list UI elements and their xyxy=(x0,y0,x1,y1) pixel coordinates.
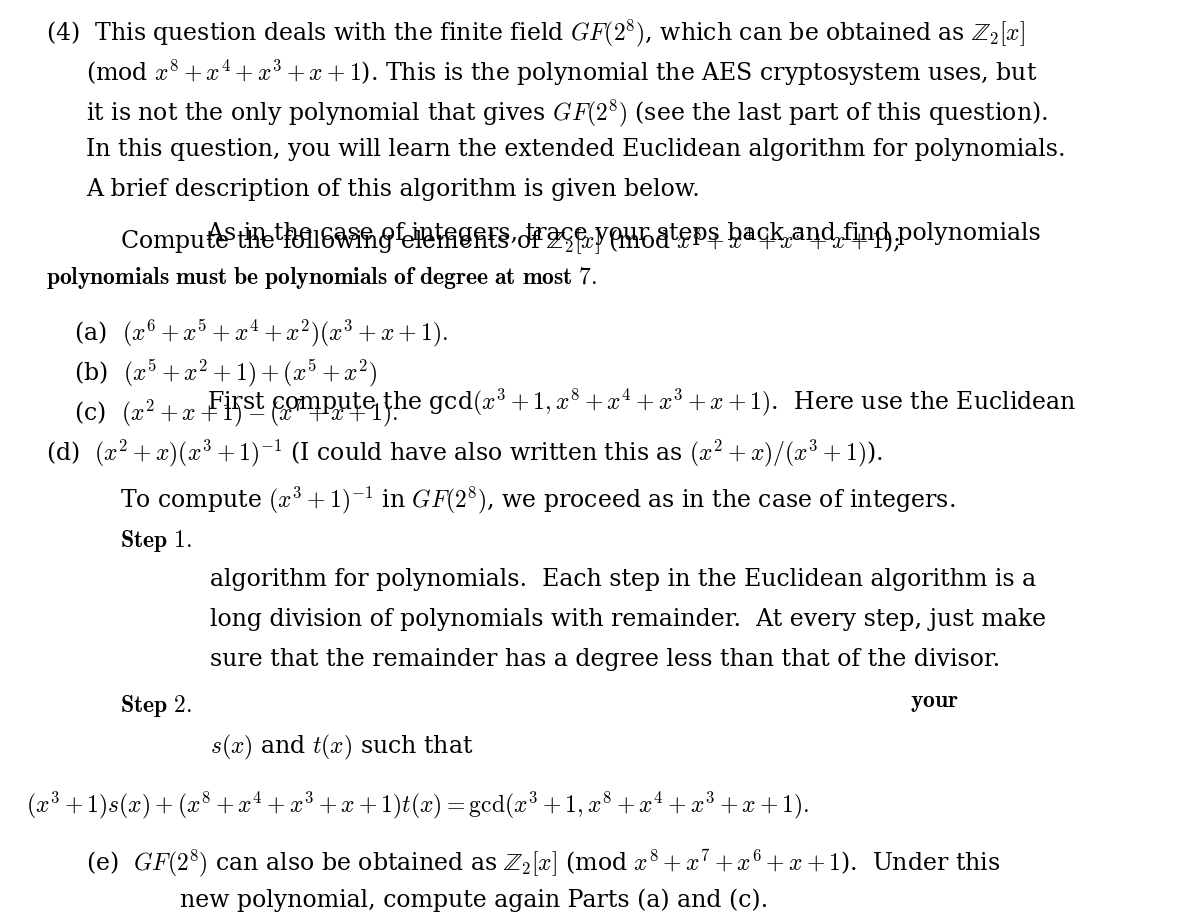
Text: $\mathbf{Step\ 1.}$: $\mathbf{Step\ 1.}$ xyxy=(120,528,192,554)
Text: (a)  $(x^6 + x^5 + x^4 + x^2)(x^3 + x + 1).$: (a) $(x^6 + x^5 + x^4 + x^2)(x^3 + x + 1… xyxy=(67,318,449,350)
Text: (mod $x^8+x^4+x^3+x+1$). This is the polynomial the AES cryptosystem uses, but: (mod $x^8+x^4+x^3+x+1$). This is the pol… xyxy=(86,58,1038,88)
Text: (d)  $(x^2 + x)(x^3 + 1)^{-1}$ (I could have also written this as $(x^2 + x)/(x^: (d) $(x^2 + x)(x^3 + 1)^{-1}$ (I could h… xyxy=(46,438,882,469)
Text: $\mathbf{polynomials\ must\ be\ polynomials\ of\ degree\ at\ most\ 7.}$: $\mathbf{polynomials\ must\ be\ polynomi… xyxy=(46,265,598,291)
Text: As in the case of integers, trace your steps back and find polynomials: As in the case of integers, trace your s… xyxy=(192,222,1040,245)
Text: To compute $(x^3 + 1)^{-1}$ in $GF(2^8)$, we proceed as in the case of integers.: To compute $(x^3 + 1)^{-1}$ in $GF(2^8)$… xyxy=(120,485,955,516)
Text: A brief description of this algorithm is given below.: A brief description of this algorithm is… xyxy=(86,178,701,201)
Text: (4)  This question deals with the finite field $GF(2^8)$, which can be obtained : (4) This question deals with the finite … xyxy=(46,18,1025,49)
Text: $s(x)$ and $t(x)$ such that: $s(x)$ and $t(x)$ such that xyxy=(210,733,474,762)
Text: $(x^3 + 1)s(x) + (x^8 + x^4 + x^3 + x + 1)t(x) = \mathrm{gcd}(x^3 + 1, x^8 + x^4: $(x^3 + 1)s(x) + (x^8 + x^4 + x^3 + x + … xyxy=(26,790,810,822)
Text: algorithm for polynomials.  Each step in the Euclidean algorithm is a: algorithm for polynomials. Each step in … xyxy=(210,568,1036,591)
Text: it is not the only polynomial that gives $GF(2^8)$ (see the last part of this qu: it is not the only polynomial that gives… xyxy=(86,98,1049,129)
Text: (c)  $(x^2 + x + 1) - (x^7 + x + 1).$: (c) $(x^2 + x + 1) - (x^7 + x + 1).$ xyxy=(67,398,398,429)
Text: (e)  $GF(2^8)$ can also be obtained as $\mathbb{Z}_2[x]$ (mod $x^8 + x^7 + x^6 +: (e) $GF(2^8)$ can also be obtained as $\… xyxy=(86,848,1001,879)
Text: In this question, you will learn the extended Euclidean algorithm for polynomial: In this question, you will learn the ext… xyxy=(86,138,1066,161)
Text: new polynomial, compute again Parts (a) and (c).: new polynomial, compute again Parts (a) … xyxy=(180,888,768,911)
Text: First compute the gcd$(x^3+1, x^8+x^4+x^3+x+1)$.  Here use the Euclidean: First compute the gcd$(x^3+1, x^8+x^4+x^… xyxy=(192,387,1076,418)
Text: (b)  $(x^5 + x^2 + 1) + (x^5 + x^2)$: (b) $(x^5 + x^2 + 1) + (x^5 + x^2)$ xyxy=(67,358,378,390)
Text: Compute the following elements of $\mathbb{Z}_2[x]$ (mod $x^8 + x^4 + x^3 + x + : Compute the following elements of $\math… xyxy=(120,225,910,256)
Text: $\mathbf{Step\ 2.}$: $\mathbf{Step\ 2.}$ xyxy=(120,693,192,719)
Text: long division of polynomials with remainder.  At every step, just make: long division of polynomials with remain… xyxy=(210,608,1046,631)
Text: $\mathbf{your}$: $\mathbf{your}$ xyxy=(910,690,959,714)
Text: sure that the remainder has a degree less than that of the divisor.: sure that the remainder has a degree les… xyxy=(210,648,1001,671)
